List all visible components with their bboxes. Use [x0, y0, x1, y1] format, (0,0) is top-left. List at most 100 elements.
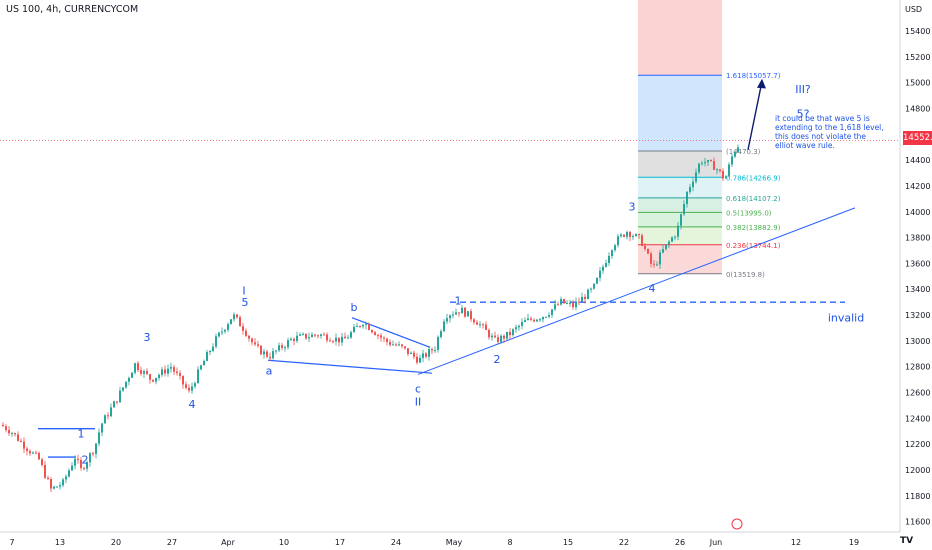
candle-body — [464, 307, 466, 317]
y-tick-label: 12200 — [905, 440, 930, 449]
candle-body — [269, 356, 271, 359]
candle-body — [242, 326, 244, 331]
candle-body — [587, 289, 589, 300]
candle-body — [50, 478, 52, 489]
candle-body — [221, 331, 223, 333]
candle-body — [497, 337, 499, 343]
candle-body — [518, 325, 520, 328]
candle-body — [215, 336, 217, 347]
y-tick-label: 12000 — [905, 466, 930, 475]
x-tick-label: 19 — [849, 538, 859, 547]
fib-label: 0.786(14266.9) — [726, 174, 781, 182]
candle-body — [434, 349, 436, 351]
candle-body — [401, 344, 403, 347]
candle-body — [554, 304, 556, 310]
candle-body — [536, 319, 538, 322]
candle-body — [578, 301, 580, 303]
candle-body — [617, 236, 619, 246]
candle-body — [683, 203, 685, 215]
candle-body — [425, 353, 427, 357]
candle-body — [113, 401, 115, 408]
x-tick-label: 24 — [391, 538, 401, 547]
x-tick-label: Jun — [709, 538, 723, 547]
candle-body — [596, 277, 598, 284]
candle-body — [569, 302, 571, 304]
candle-body — [530, 318, 532, 320]
candle-body — [62, 479, 64, 486]
candle-body — [314, 334, 316, 336]
candle-body — [251, 338, 253, 343]
y-tick-label: 14200 — [905, 182, 930, 191]
candle-body — [44, 465, 46, 478]
candle-body — [290, 338, 292, 341]
wave-label: b — [351, 301, 358, 314]
candle-body — [248, 335, 250, 339]
last-price-tag: 14552.3 — [903, 131, 932, 145]
candle-body — [635, 234, 637, 237]
candle-body — [509, 331, 511, 336]
fib-zone — [638, 226, 722, 245]
candle-body — [176, 371, 178, 374]
candle-body — [92, 453, 94, 455]
candle-body — [230, 319, 232, 325]
wave-label: 2 — [82, 454, 89, 467]
wave-label: 4 — [189, 398, 196, 411]
candle-body — [20, 440, 22, 442]
candle-body — [551, 309, 553, 315]
wave-label: 3 — [144, 331, 151, 344]
candle-body — [398, 344, 400, 346]
candle-body — [473, 319, 475, 323]
candle-body — [731, 156, 733, 165]
candle-body — [485, 324, 487, 330]
candle-body — [443, 321, 445, 332]
candle-body — [701, 163, 703, 165]
candle-body — [431, 349, 433, 351]
candle-body — [665, 244, 667, 250]
candle-body — [542, 316, 544, 320]
x-tick-label: 17 — [335, 538, 345, 547]
wave-label: II — [415, 395, 422, 408]
candle-body — [452, 314, 454, 316]
candle-body — [110, 407, 112, 417]
candle-body — [8, 430, 10, 434]
candle-body — [734, 152, 736, 157]
trendline-b-c — [351, 317, 431, 348]
candle-body — [488, 329, 490, 338]
fib-label: 0(13519.8) — [726, 271, 765, 279]
candle-body — [458, 312, 460, 314]
candle-body — [272, 351, 274, 359]
candle-body — [140, 370, 142, 374]
candle-body — [698, 163, 700, 173]
candle-body — [89, 453, 91, 463]
y-tick-label: 15400 — [905, 27, 930, 36]
candle-body — [626, 231, 628, 237]
candle-body — [191, 386, 193, 391]
wave-label: 4 — [649, 282, 656, 295]
candle-body — [134, 363, 136, 373]
candle-body — [389, 341, 391, 345]
candle-body — [104, 415, 106, 424]
candle-body — [107, 415, 109, 417]
candle-body — [491, 335, 493, 338]
candle-body — [194, 383, 196, 387]
candle-body — [188, 387, 190, 391]
candle-body — [515, 327, 517, 330]
candle-body — [629, 231, 631, 237]
candle-body — [602, 266, 604, 271]
candle-body — [416, 356, 418, 363]
candle-body — [623, 234, 625, 237]
candle-body — [197, 369, 199, 384]
candle-body — [278, 345, 280, 351]
y-tick-label: 13200 — [905, 311, 930, 320]
candle-body — [368, 323, 370, 330]
fib-label: 0.5(13995.0) — [726, 209, 772, 217]
wave-label: c — [415, 383, 421, 396]
candle-body — [329, 340, 331, 342]
candle-body — [146, 371, 148, 375]
candle-body — [341, 336, 343, 343]
candle-body — [512, 329, 514, 336]
candle-body — [599, 270, 601, 278]
candle-body — [227, 324, 229, 330]
y-tick-label: 13400 — [905, 285, 930, 294]
